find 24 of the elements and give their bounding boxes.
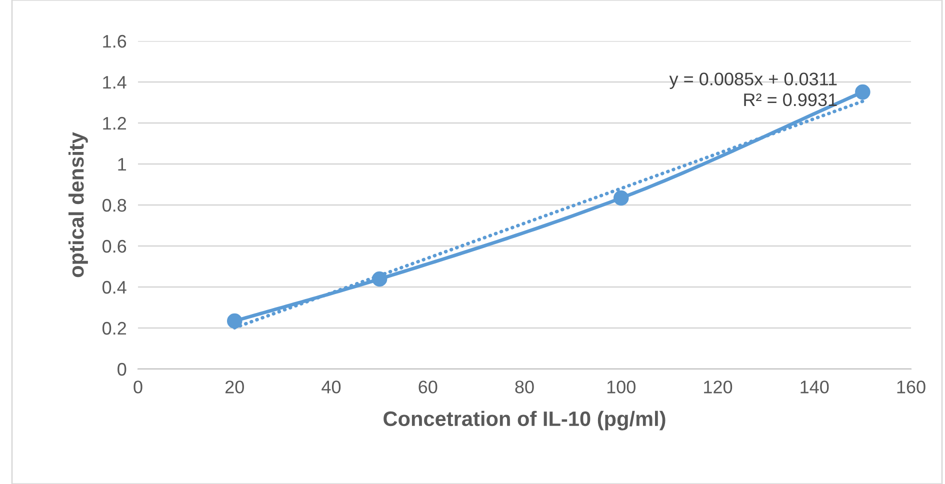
point [226, 313, 242, 329]
y-tick-label: 0.6 [102, 240, 126, 253]
y-tick-label: 0 [118, 362, 126, 376]
x-tick-label: 80 [515, 380, 534, 394]
y-tick-label: 1.2 [103, 116, 126, 130]
y-tick-label: 0.4 [102, 280, 126, 294]
x-tick-label: 60 [418, 380, 438, 394]
x-tick-label: 140 [800, 380, 829, 394]
y-tick-label: 0.8 [102, 198, 126, 212]
y-tick-label: 1.4 [103, 76, 126, 89]
y-tick-label: 0.2 [102, 322, 126, 335]
y-tick-label: 1 [118, 158, 126, 171]
point [613, 190, 629, 206]
y-axis-title: optical density [68, 132, 88, 278]
annotation: y = 0.0085x + 0.0311 R² = 0.9931 [669, 72, 837, 106]
x-tick-label: 100 [607, 380, 636, 394]
x-tick-label: 0 [134, 380, 142, 394]
x-tick-label: 160 [897, 380, 926, 394]
x-tick-label: 40 [322, 380, 341, 394]
point [855, 84, 870, 100]
y-tick-label: 1.6 [103, 34, 126, 48]
x-tick-label: 120 [704, 380, 732, 394]
x-tick-label: 20 [225, 380, 244, 394]
x-axis-title: Concetration of IL-10 (pg/ml) [384, 410, 666, 430]
